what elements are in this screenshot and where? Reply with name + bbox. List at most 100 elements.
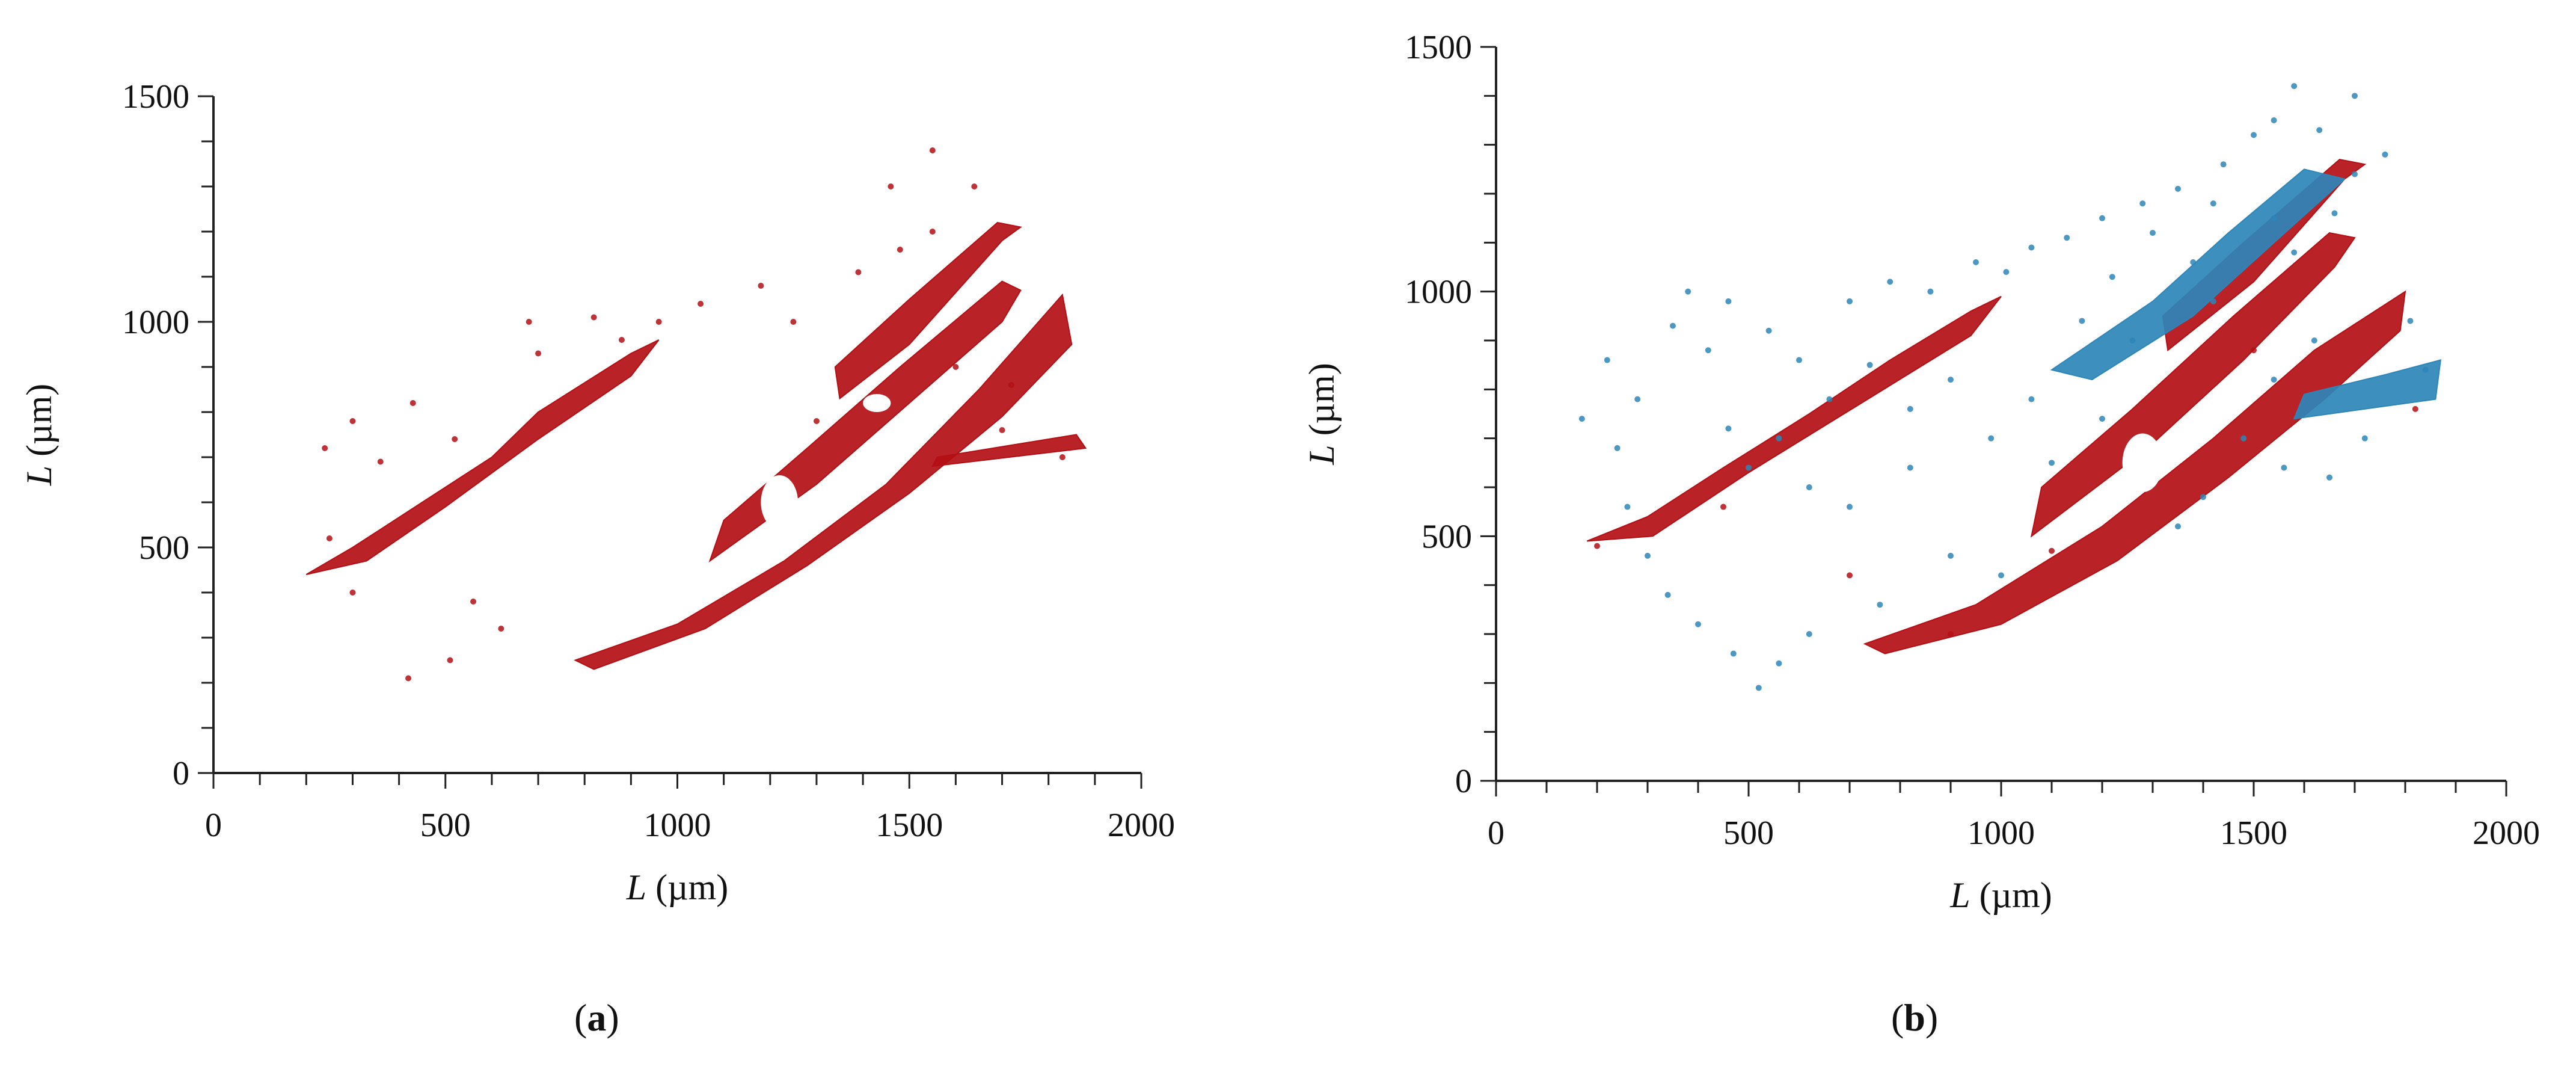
y-tick-label: 0 <box>1455 763 1472 800</box>
data-point <box>1887 279 1894 285</box>
x-tick-label: 1500 <box>876 807 943 844</box>
data-point <box>2210 200 2216 207</box>
data-point <box>2271 117 2277 123</box>
pore-region <box>1863 290 2406 654</box>
region-hole <box>2122 433 2163 493</box>
data-point <box>470 599 477 605</box>
pore-region <box>931 434 1087 467</box>
data-point <box>447 657 453 664</box>
data-point <box>2099 416 2105 422</box>
pore-region <box>2293 359 2441 420</box>
data-point <box>322 445 328 451</box>
data-point <box>2028 244 2035 251</box>
data-point <box>2361 435 2368 442</box>
data-point <box>1948 552 1954 559</box>
data-point <box>2407 318 2414 324</box>
data-point <box>1008 382 1014 388</box>
data-point <box>1806 484 1812 490</box>
data-point <box>2271 215 2277 221</box>
data-point <box>1806 631 1812 637</box>
y-axis-title: L (µm) <box>19 384 59 487</box>
data-point <box>1725 425 1732 432</box>
pore-region <box>834 221 1022 400</box>
panel-label-a: (a) <box>574 996 619 1039</box>
data-point <box>2412 405 2418 412</box>
data-point <box>1907 464 1913 471</box>
y-tick-label: 1000 <box>122 304 189 341</box>
data-point <box>2129 337 2136 343</box>
data-point <box>813 418 820 424</box>
data-point <box>1927 288 1934 295</box>
data-point <box>1765 327 1772 334</box>
pore-region <box>1586 295 2002 542</box>
data-point <box>1796 357 1802 363</box>
data-point <box>1866 362 1873 368</box>
data-point <box>1755 685 1762 691</box>
data-point <box>2251 132 2257 138</box>
data-point <box>952 364 959 370</box>
pore-region <box>574 293 1073 670</box>
data-point <box>2210 298 2216 304</box>
x-tick-label: 2000 <box>2473 815 2540 852</box>
x-tick-label: 1000 <box>1967 815 2035 852</box>
data-point <box>2139 200 2146 207</box>
data-point <box>349 590 356 596</box>
series-0 <box>1586 158 2418 654</box>
x-tick-label: 1500 <box>2220 815 2287 852</box>
data-point <box>1730 650 1737 657</box>
data-point <box>405 675 412 682</box>
pore-region <box>305 339 660 575</box>
x-tick-label: 0 <box>1488 815 1504 852</box>
y-tick-label: 0 <box>173 755 189 792</box>
panel-label-b: (b) <box>1891 996 1939 1039</box>
data-point <box>655 319 662 325</box>
data-point <box>2079 318 2085 324</box>
x-tick-label: 0 <box>205 807 222 844</box>
chart-b: 0 500 1000 1500 2000 0 500 1000 1500 L (µm) L (µm) <box>1302 29 2540 915</box>
data-point <box>1948 631 1954 637</box>
y-tick-label: 1000 <box>1405 274 1472 311</box>
data-point <box>1614 445 1621 451</box>
data-point <box>999 427 1005 433</box>
region-hole <box>761 475 799 529</box>
x-axis-title: L (µm) <box>626 867 729 907</box>
data-point <box>2150 230 2156 236</box>
data-point <box>2064 235 2070 241</box>
x-tick-label: 1000 <box>644 807 711 844</box>
data-point <box>1877 602 1883 608</box>
plot-area <box>305 147 1087 682</box>
data-point <box>2109 274 2115 280</box>
data-point <box>2190 259 2197 265</box>
data-point <box>2281 464 2287 471</box>
x-tick-label: 2000 <box>1108 807 1175 844</box>
data-point <box>349 418 356 424</box>
chart-a: 0 500 1000 1500 2000 0 500 1000 1500 L (µm) L (µm) <box>19 78 1175 907</box>
data-point <box>2291 249 2298 256</box>
data-point <box>2049 460 2055 466</box>
data-point <box>2382 151 2388 158</box>
data-point <box>1594 543 1600 549</box>
y-tick-label: 1500 <box>1405 29 1472 66</box>
data-point <box>1826 396 1833 402</box>
data-point <box>2331 210 2338 217</box>
data-point <box>1847 298 1853 304</box>
data-point <box>855 269 862 276</box>
data-point <box>758 283 764 289</box>
data-point <box>1645 552 1651 559</box>
data-point <box>2326 474 2332 481</box>
pore-region <box>2030 232 2356 538</box>
data-point <box>2240 435 2247 442</box>
data-point <box>1578 416 1585 422</box>
data-point <box>971 183 978 189</box>
x-tick-label: 500 <box>420 807 471 844</box>
data-point <box>326 535 333 541</box>
data-point <box>2003 269 2010 276</box>
data-point <box>1973 259 1979 265</box>
y-axis-title: L (µm) <box>1302 363 1342 466</box>
data-point <box>618 337 625 343</box>
data-point <box>1847 504 1853 510</box>
data-point <box>590 314 597 321</box>
data-point <box>1695 621 1701 627</box>
plot-area <box>1578 83 2441 691</box>
data-point <box>1705 347 1711 354</box>
